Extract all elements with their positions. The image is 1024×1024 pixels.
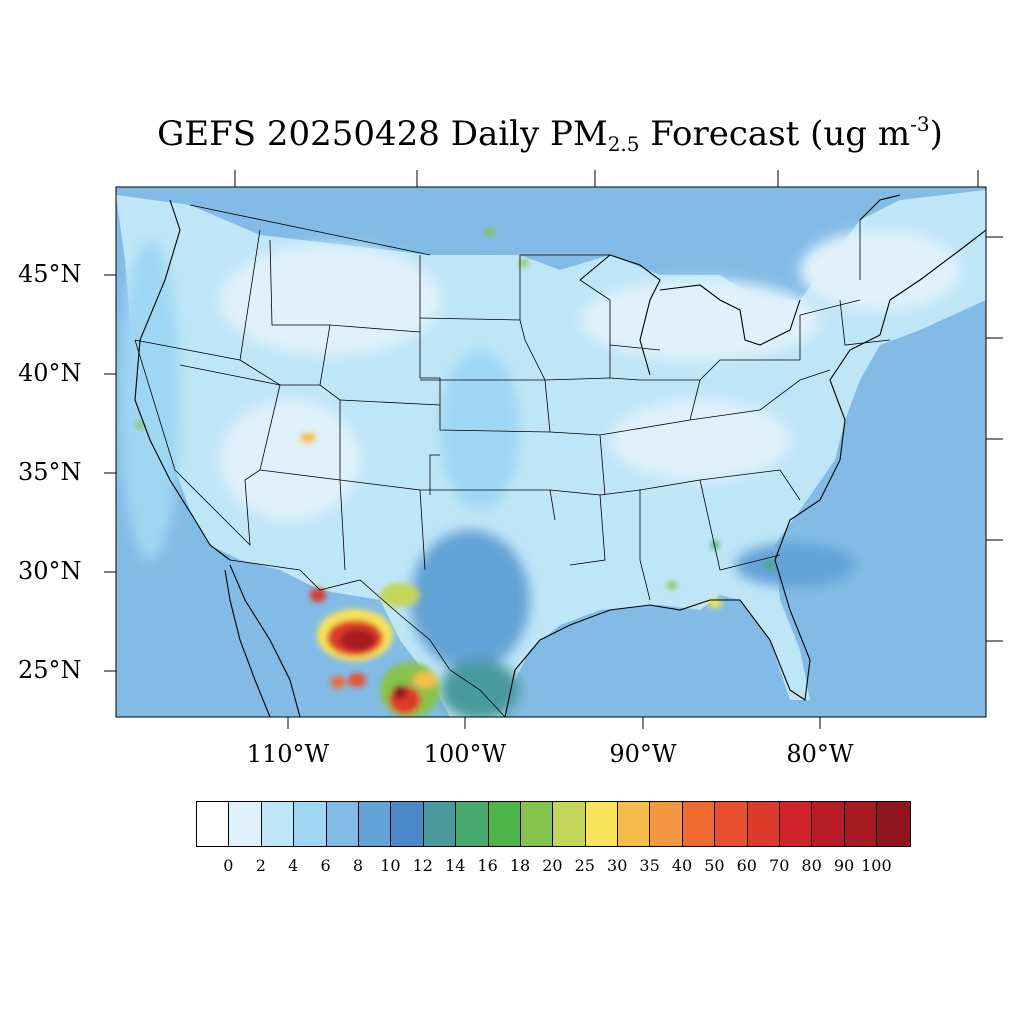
colorbar-swatch bbox=[877, 802, 910, 846]
top-ticks bbox=[234, 170, 979, 187]
colorbar-tick-label: 90 bbox=[833, 856, 855, 875]
lat-label-45: 45°N bbox=[18, 260, 82, 288]
pacific-coast-zone bbox=[120, 240, 180, 560]
colorbar-tick-label: 35 bbox=[639, 856, 660, 875]
south-texas-zone bbox=[440, 660, 520, 717]
colorbar-swatch bbox=[456, 802, 489, 846]
great-lakes-light-zone bbox=[580, 280, 820, 360]
southwest-light-zone bbox=[220, 400, 360, 520]
hotspot-coahuila-east bbox=[413, 672, 437, 688]
colorbar-tick-label: 4 bbox=[288, 856, 299, 875]
colorbar-tick-label: 14 bbox=[445, 856, 466, 875]
colorbar-tick-label: 10 bbox=[380, 856, 401, 875]
hotspot-georgia-coast bbox=[765, 561, 775, 569]
colorbar-swatch bbox=[326, 802, 359, 846]
lon-label-90w: 90°W bbox=[609, 740, 677, 768]
colorbar-swatch bbox=[520, 802, 554, 846]
northwest-light-zone bbox=[220, 245, 440, 355]
coastlines bbox=[134, 194, 986, 717]
colorbar-swatch bbox=[650, 802, 683, 846]
hotspot-sonora bbox=[310, 588, 326, 602]
colorbar-tick-label: 100 bbox=[861, 856, 892, 875]
hotspot-chihuahua-core bbox=[340, 629, 376, 651]
colorbar-swatch bbox=[844, 802, 878, 846]
lat-label-40: 40°N bbox=[18, 359, 82, 387]
atlantic-plume bbox=[735, 543, 855, 587]
hotspot-california bbox=[136, 421, 144, 429]
northeast-light-zone bbox=[800, 230, 960, 310]
colorbar-tick-label: 70 bbox=[769, 856, 790, 875]
hotspot-mississippi bbox=[667, 581, 677, 589]
colorbar-tick-label: 80 bbox=[801, 856, 822, 875]
colorbar-swatch bbox=[585, 802, 619, 846]
colorbar-labels: 0 2 4 6 8 10 12 14 16 18 20 25 30 35 40 50 60 70 80 90 100 bbox=[196, 856, 908, 878]
colorbar-tick-label: 50 bbox=[704, 856, 725, 875]
colorbar-swatch bbox=[715, 802, 748, 846]
colorbar-swatch bbox=[294, 802, 327, 846]
map-title: GEFS 20250428 Daily PM2.5 Forecast (ug m… bbox=[157, 112, 943, 156]
plains-medium-zone bbox=[440, 350, 520, 510]
colorbar-swatch bbox=[747, 802, 781, 846]
hotspot-coahuila-core bbox=[393, 685, 407, 699]
hotspot-north-dakota bbox=[485, 228, 495, 236]
hotspot-utah bbox=[300, 433, 316, 443]
colorbar-tick-label: 12 bbox=[412, 856, 433, 875]
colorbar-swatch bbox=[261, 802, 295, 846]
colorbar-swatch bbox=[618, 802, 651, 846]
colorbar-swatch bbox=[682, 802, 716, 846]
colorbar-swatch bbox=[553, 802, 586, 846]
colorbar-tick-label: 6 bbox=[320, 856, 331, 875]
colorbar-swatch bbox=[391, 802, 424, 846]
colorbar-tick-label: 20 bbox=[542, 856, 563, 875]
colorbar-tick-label: 0 bbox=[223, 856, 234, 875]
colorbar-swatch bbox=[358, 802, 392, 846]
hotspot-durango bbox=[348, 673, 366, 687]
colorbar-swatch bbox=[423, 802, 457, 846]
colorbar-tick-label: 60 bbox=[736, 856, 757, 875]
lon-label-100w: 100°W bbox=[423, 740, 507, 768]
lat-label-25: 25°N bbox=[18, 656, 82, 684]
colorbar-swatch bbox=[812, 802, 845, 846]
map-frame bbox=[115, 186, 987, 718]
hotspot-sierra-madre-north bbox=[380, 583, 420, 607]
state-borders bbox=[134, 204, 891, 717]
lat-ticks bbox=[104, 274, 116, 672]
colorbar-tick-label: 2 bbox=[255, 856, 266, 875]
colorbar-tick-label: 8 bbox=[352, 856, 364, 875]
colorbar bbox=[196, 801, 911, 847]
colorbar-swatch bbox=[197, 802, 230, 846]
hotspot-georgia bbox=[711, 541, 719, 549]
hotspot-durango-west bbox=[330, 676, 346, 688]
lat-label-35: 35°N bbox=[18, 458, 82, 486]
lon-ticks bbox=[287, 717, 821, 729]
lon-label-110w: 110°W bbox=[246, 740, 330, 768]
colorbar-tick-label: 30 bbox=[607, 856, 628, 875]
colorbar-swatch bbox=[229, 802, 262, 846]
colorbar-tick-label: 25 bbox=[574, 856, 595, 875]
hotspot-minnesota bbox=[520, 259, 528, 267]
lat-label-30: 30°N bbox=[18, 557, 82, 585]
texas-zone bbox=[410, 530, 530, 670]
right-ticks bbox=[986, 236, 1003, 642]
midsouth-light-zone bbox=[610, 400, 790, 480]
colorbar-swatch bbox=[780, 802, 813, 846]
colorbar-tick-label: 18 bbox=[509, 856, 531, 875]
colorbar-tick-label: 16 bbox=[477, 856, 498, 875]
lon-label-80w: 80°W bbox=[786, 740, 854, 768]
colorbar-swatch bbox=[488, 802, 521, 846]
colorbar-tick-label: 40 bbox=[671, 856, 693, 875]
